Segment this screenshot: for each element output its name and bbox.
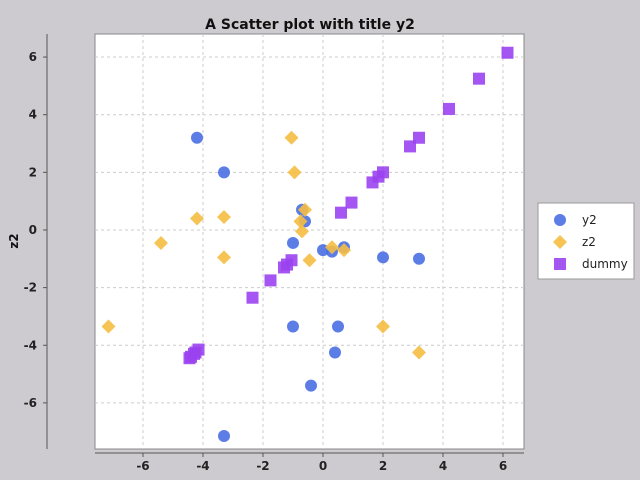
legend-marker-y2 [554,214,566,226]
x-tick-label: 0 [319,459,327,473]
x-tick-label: -4 [196,459,209,473]
y2-point [218,430,230,443]
y2-point [218,166,230,179]
legend-label-y2: y2 [582,213,597,227]
y-tick-label: -2 [24,281,37,295]
legend-marker-z2 [553,235,567,249]
x-tick-label: -6 [136,459,149,473]
z2-point [325,240,339,255]
legend: y2 z2 dummy [537,202,635,280]
z2-point [287,165,302,180]
y-tick-label: 4 [29,108,37,122]
x-tick-label: 2 [379,459,387,473]
data-points [101,46,514,443]
z2-point [217,250,231,265]
z2-point [293,214,308,229]
z2-point [337,243,351,258]
y2-point [305,379,317,392]
y-axis-label: z2 [7,233,21,248]
y-tick-label: 2 [29,165,37,179]
dummy-point [443,102,455,115]
dummy-point [246,291,259,304]
dummy-point [345,196,358,209]
y2-point [329,346,341,359]
y2-point [332,320,344,333]
z2-point [284,130,299,145]
legend-label-dummy: dummy [582,257,628,271]
legend-marker-dummy [554,258,566,270]
y-tick-label: 6 [29,50,37,64]
dummy-point [264,274,277,287]
dummy-point [183,352,196,365]
z2-point [376,319,390,334]
dummy-point [366,176,379,189]
chart-title: A Scatter plot with title y2 [205,17,415,33]
dummy-point [404,140,416,153]
z2-point [190,211,204,226]
y2-point [191,131,203,144]
z2-point [101,319,116,334]
z2-point [302,253,317,268]
y2-point [287,320,299,333]
x-tick-label: 4 [439,459,447,473]
z2-point [217,210,231,225]
y-tick-label: -6 [24,396,37,410]
series-z2 [101,130,426,360]
dummy-point [335,206,347,219]
x-tick-label: 6 [499,459,507,473]
series-dummy [183,46,514,365]
x-axis-ticks: -6 -4 -2 0 2 4 6 [136,453,507,473]
dummy-point [473,72,485,85]
y-tick-label: 0 [29,223,37,237]
y2-point [377,251,389,264]
z2-point [295,224,309,239]
z2-point [298,202,312,217]
y-tick-label: -4 [24,338,37,352]
y2-point [287,236,299,249]
z2-point [412,345,426,360]
z2-point [154,235,168,250]
y2-point [413,252,425,265]
dummy-point [501,46,514,59]
legend-label-z2: z2 [582,235,596,249]
dummy-point [278,261,290,274]
y-axis-ticks: -6 -4 -2 0 2 4 6 [24,50,47,410]
x-tick-label: -2 [256,459,269,473]
